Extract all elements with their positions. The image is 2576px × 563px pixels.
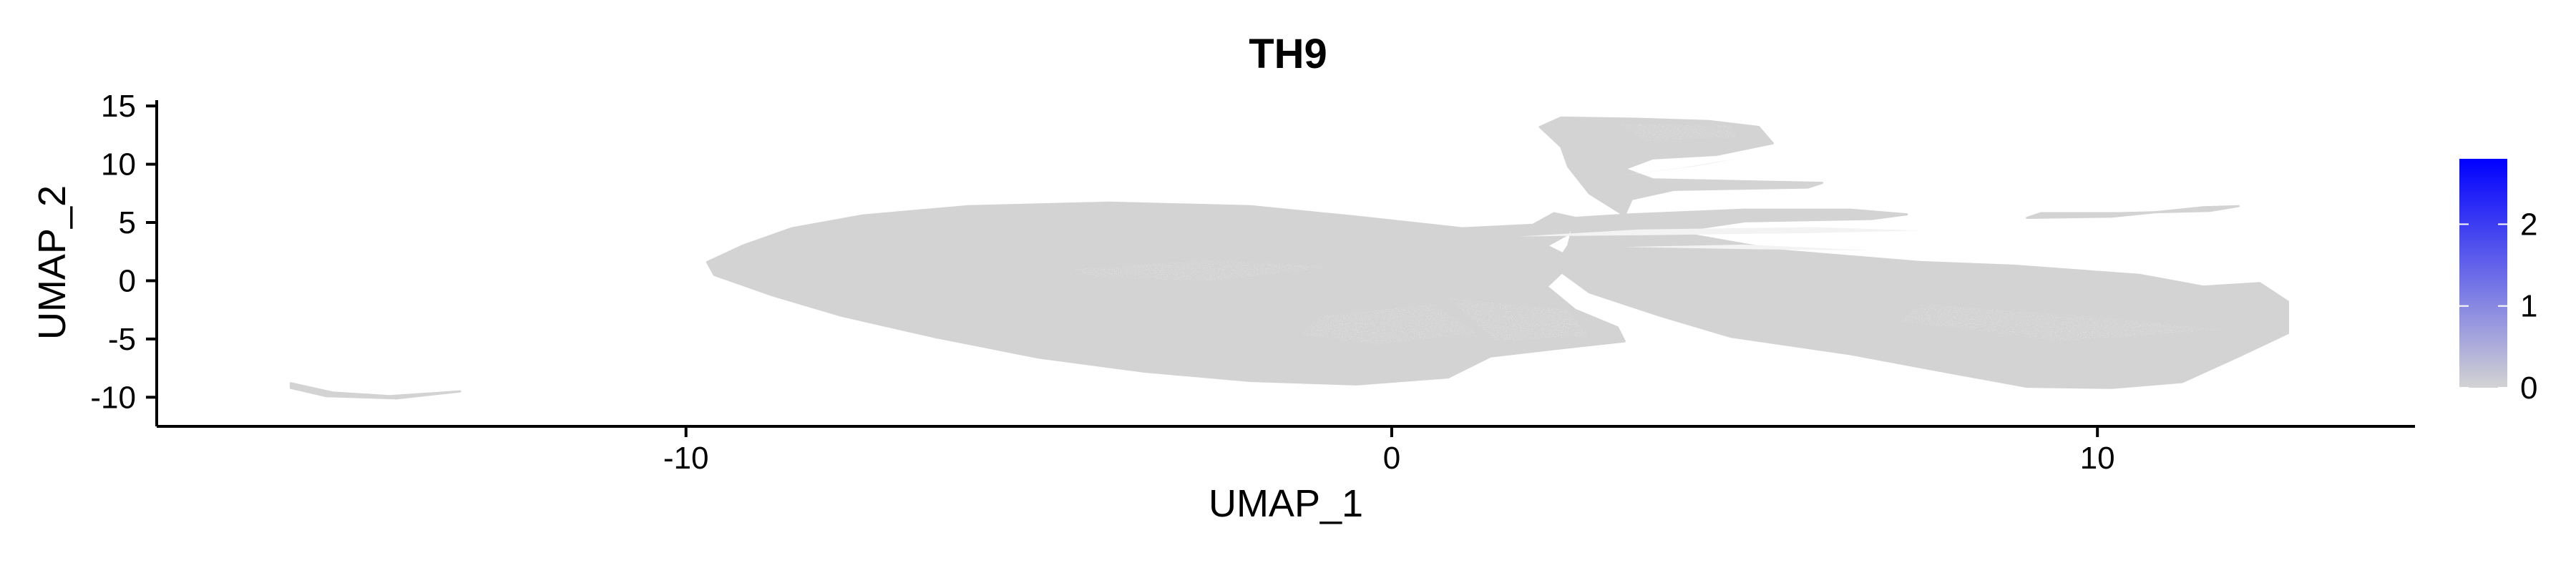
x-tick-label: 0 [1383, 441, 1400, 476]
y-tick-label: 0 [119, 263, 136, 298]
x-axis-ticks: -10 0 10 [663, 426, 2115, 476]
cluster-gap [1518, 227, 1921, 237]
y-tick-label: -10 [90, 380, 136, 415]
colorbar-tick-label: 2 [2520, 207, 2537, 242]
cluster-far-right-streak [2026, 205, 2240, 219]
colorbar-legend: 0 1 2 [2459, 159, 2537, 406]
x-tick-label: 10 [2080, 441, 2115, 476]
y-tick-label: 5 [119, 205, 136, 240]
cluster-far-left-arc [289, 382, 462, 400]
cluster-upper-arm [1538, 116, 1824, 217]
colorbar-tick-label: 1 [2520, 289, 2537, 324]
sparse-point-area [1900, 304, 2225, 342]
colorbar-ticks: 0 1 2 [2459, 207, 2537, 406]
density-texture [1074, 123, 2225, 345]
x-axis-label: UMAP_1 [1209, 482, 1363, 525]
x-tick-label: -10 [663, 441, 709, 476]
sparse-point-area [1074, 260, 1335, 281]
sparse-point-area [1299, 304, 1477, 345]
colorbar [2459, 159, 2507, 388]
y-tick-label: 10 [101, 147, 136, 182]
data-points [289, 116, 2289, 400]
cluster-main-body [706, 201, 1626, 386]
sparse-point-area [1448, 298, 1590, 342]
y-axis-ticks: 15 10 5 0 -5 -10 [90, 89, 157, 415]
y-tick-label: -5 [108, 322, 136, 357]
cluster-gap [1624, 244, 1872, 251]
colorbar-tick-label: 0 [2520, 371, 2537, 406]
y-axis-label: UMAP_2 [31, 185, 74, 340]
y-tick-label: 15 [101, 89, 136, 124]
sparse-point-area [1617, 123, 1738, 141]
cluster-right-lobe [1553, 208, 2289, 389]
chart-title: TH9 [1249, 31, 1327, 77]
